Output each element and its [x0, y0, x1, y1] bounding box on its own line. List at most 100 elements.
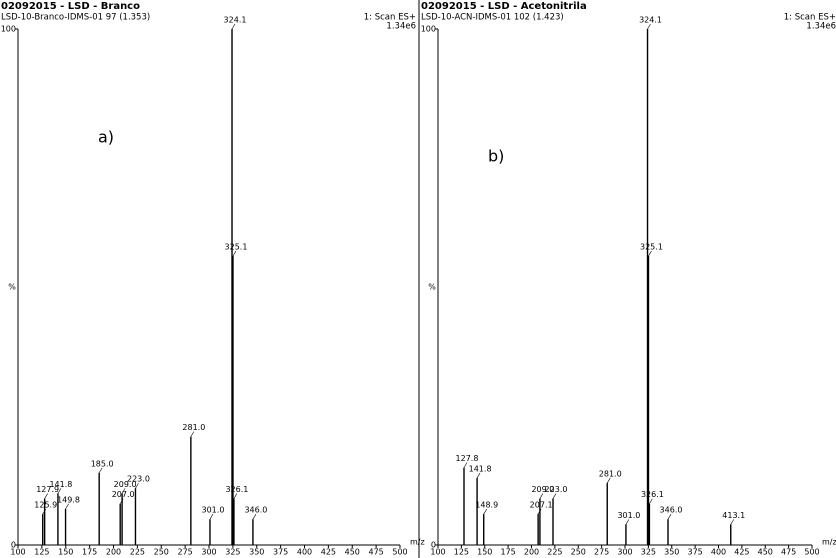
x-tick-label: 125 — [34, 548, 49, 557]
x-tick-label: 200 — [524, 548, 539, 557]
chart-title: 02092015 - LSD - Branco — [1, 1, 140, 12]
y-tick-label: 100 — [1, 25, 16, 34]
peak-label: 127.9 — [36, 485, 59, 494]
peak-leader — [483, 508, 487, 515]
peak-label: 125.9 — [34, 501, 57, 510]
y-axis-label: % — [428, 283, 436, 292]
peak-leader — [252, 514, 257, 520]
peak-label: 413.1 — [722, 511, 745, 520]
peak-label: 185.0 — [91, 459, 114, 468]
peak-leader — [65, 503, 69, 510]
peak-label: 324.1 — [224, 16, 247, 25]
peak-label: 324.1 — [639, 16, 662, 25]
peak-leader — [606, 477, 611, 484]
panel-label: b) — [488, 147, 504, 166]
x-tick-label: 125 — [454, 548, 469, 557]
scan-label: 1: Scan ES+ — [784, 13, 836, 23]
x-tick-label: 450 — [758, 548, 773, 557]
peak-label: 301.0 — [617, 511, 640, 520]
chart-title: 02092015 - LSD - Acetonitrila — [421, 1, 587, 12]
x-tick-label: 175 — [82, 548, 97, 557]
x-tick-label: 425 — [321, 548, 336, 557]
x-tick-label: 375 — [687, 548, 702, 557]
peak-leader — [649, 498, 653, 504]
peak-leader — [647, 23, 651, 30]
peak-leader — [44, 493, 48, 499]
peak-leader — [190, 431, 195, 437]
x-tick-label: 425 — [734, 548, 749, 557]
x-tick-label: 175 — [500, 548, 515, 557]
x-tick-label: 400 — [711, 548, 726, 557]
peak-label: 209.0 — [114, 480, 137, 489]
x-tick-label: 200 — [106, 548, 121, 557]
x-tick-label: 375 — [273, 548, 288, 557]
peak-label: 148.9 — [475, 501, 498, 510]
x-tick-label: 275 — [594, 548, 609, 557]
x-tick-label: 275 — [177, 548, 192, 557]
peak-label: 149.8 — [57, 495, 80, 504]
peak-label: 223.0 — [545, 485, 568, 494]
x-tick-label: 325 — [225, 548, 240, 557]
y-tick-label: 0 — [11, 541, 16, 550]
peak-leader — [648, 250, 652, 257]
peak-leader — [232, 250, 237, 257]
peak-label: 346.0 — [244, 506, 267, 515]
peak-label: 127.8 — [456, 454, 479, 463]
peak-label: 207.1 — [530, 501, 553, 510]
x-tick-label: 475 — [368, 548, 383, 557]
y-tick-label: 0 — [431, 541, 436, 550]
peak-leader — [667, 514, 672, 520]
peak-label: 223.0 — [127, 475, 150, 484]
x-tick-label: 400 — [297, 548, 312, 557]
x-axis-label: m/z — [822, 538, 836, 547]
x-tick-label: 100 — [10, 548, 25, 557]
panel-label: a) — [98, 128, 114, 147]
peak-leader — [209, 514, 214, 520]
peak-label: 141.8 — [49, 480, 72, 489]
chart-subtitle: LSD-10-Branco-IDMS-01 97 (1.353) — [1, 13, 150, 23]
intensity-label: 1.34e6 — [386, 22, 416, 32]
peak-label: 325.1 — [640, 243, 663, 252]
peak-leader — [539, 493, 544, 499]
x-tick-label: 225 — [130, 548, 145, 557]
x-tick-label: 250 — [154, 548, 169, 557]
peak-label: 346.0 — [660, 506, 683, 515]
peak-leader — [98, 467, 103, 473]
scan-label: 1: Scan ES+ — [364, 13, 416, 23]
x-tick-label: 450 — [345, 548, 360, 557]
peak-label: 209.0 — [531, 485, 554, 494]
peak-label: 141.8 — [469, 464, 492, 473]
peak-leader — [730, 519, 735, 525]
x-axis-label: m/z — [410, 538, 425, 547]
x-tick-label: 350 — [664, 548, 679, 557]
x-tick-label: 475 — [781, 548, 796, 557]
x-tick-label: 300 — [201, 548, 216, 557]
x-tick-label: 325 — [641, 548, 656, 557]
peak-leader — [233, 493, 238, 499]
intensity-label: 1.34e6 — [806, 22, 836, 32]
x-tick-label: 350 — [249, 548, 264, 557]
peak-label: 281.0 — [599, 470, 622, 479]
peak-leader — [121, 488, 126, 494]
x-tick-label: 100 — [430, 548, 445, 557]
chart-subtitle: LSD-10-ACN-IDMS-01 102 (1.423) — [421, 13, 564, 23]
x-tick-label: 250 — [571, 548, 586, 557]
peak-label: 281.0 — [182, 423, 205, 432]
peak-leader — [552, 493, 557, 499]
peak-leader — [135, 483, 139, 489]
peak-leader — [463, 462, 468, 468]
x-tick-label: 300 — [617, 548, 632, 557]
peak-leader — [625, 519, 630, 525]
y-tick-label: 100 — [421, 25, 436, 34]
peak-leader — [57, 488, 62, 494]
peak-label: 325.1 — [225, 243, 248, 252]
peak-label: 207.0 — [112, 490, 135, 499]
peak-leader — [476, 472, 481, 479]
x-tick-label: 150 — [477, 548, 492, 557]
x-tick-label: 225 — [547, 548, 562, 557]
y-axis-label: % — [8, 283, 16, 292]
x-tick-label: 500 — [804, 548, 819, 557]
x-tick-label: 500 — [392, 548, 407, 557]
peak-leader — [231, 23, 236, 30]
